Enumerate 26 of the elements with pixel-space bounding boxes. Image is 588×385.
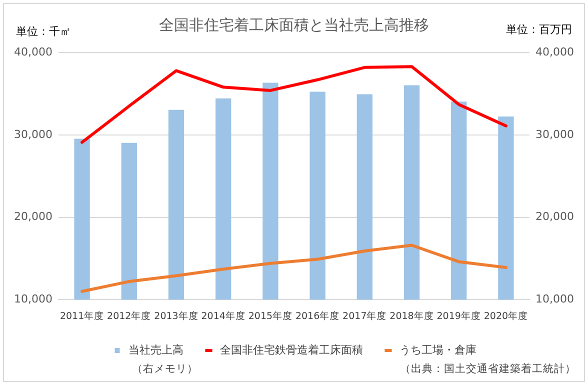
legend-label: 当社売上高	[128, 343, 184, 356]
x-tick-label: 2013年度	[154, 310, 198, 322]
x-tick-label: 2016年度	[295, 310, 340, 322]
y2-tick-label: 40,000	[536, 45, 574, 58]
text: （出典：国土交通省建築着工統計）	[400, 362, 576, 376]
legend-label: 全国非住宅鉄骨造着工床面積	[220, 343, 363, 356]
y-tick-label: 10,000	[14, 292, 52, 306]
x-tick-label: 2018年度	[390, 310, 434, 322]
y2-tick-label: 10,000	[536, 292, 574, 306]
text: （右メモリ）	[132, 362, 198, 376]
x-tick-label: 2017年度	[342, 310, 387, 322]
y-axis-title: 単位：千㎡	[16, 24, 71, 39]
y2-tick-label: 20,000	[536, 210, 574, 224]
x-tick-label: 2011年度	[60, 310, 104, 322]
y-tick-label: 30,000	[14, 128, 52, 141]
x-tick-label: 2014年度	[201, 310, 246, 322]
y2-axis-title: 単位：百万円	[506, 22, 572, 37]
legend-label: うち工場・倉庫	[399, 343, 476, 356]
x-tick-label: 2020年度	[484, 310, 528, 322]
x-tick-label: 2012年度	[107, 310, 152, 322]
x-tick-label: 2015年度	[248, 310, 293, 322]
y2-tick-label: 30,000	[536, 128, 574, 141]
x-tick-label: 2019年度	[436, 310, 481, 322]
y-tick-label: 20,000	[14, 210, 52, 224]
y-tick-label: 40,000	[14, 45, 52, 58]
chart-title: 全国非住宅着工床面積と当社売上高推移	[159, 16, 429, 34]
